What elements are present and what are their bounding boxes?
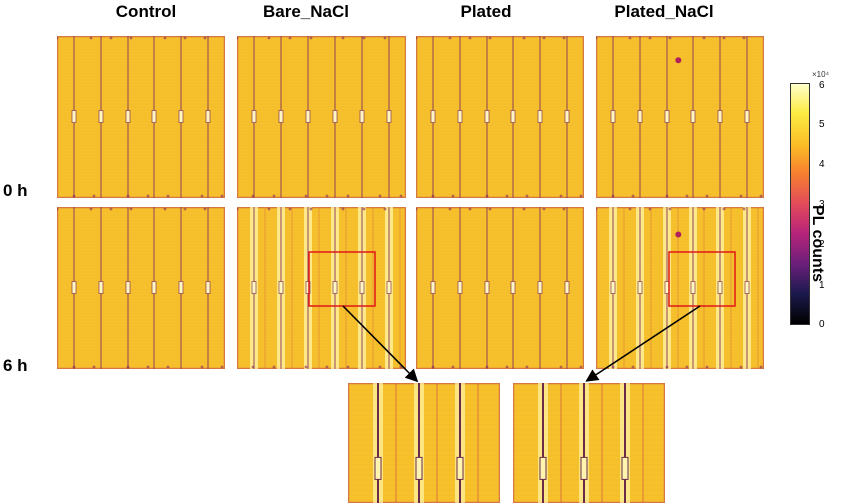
column-title-plated: Plated <box>460 2 512 21</box>
row-label-6h: 6 h <box>3 356 28 375</box>
colorbar-tick: 5 <box>819 119 825 130</box>
colorbar-exponent: ×10⁴ <box>812 70 830 79</box>
row-label-0h: 0 h <box>3 181 28 200</box>
pl-image-control-6h <box>57 207 225 369</box>
pl-image-plated-0h <box>416 36 584 198</box>
column-title-plated-nacl: Plated_NaCl <box>614 2 714 21</box>
arrow-bare-nacl <box>342 305 419 383</box>
column-title-bare-nacl: Bare_NaCl <box>263 2 349 21</box>
colorbar-tick: 0 <box>819 319 825 330</box>
colorbar-tick: 6 <box>819 80 825 91</box>
colorbar <box>790 83 810 325</box>
pl-image-control-0h <box>57 36 225 198</box>
highlight-box-bare-nacl <box>308 251 376 307</box>
colorbar-label: PL counts <box>809 205 826 283</box>
pl-image-plated-nacl-6h <box>596 207 764 369</box>
colorbar-tick: 1 <box>819 280 825 291</box>
colorbar-tick: 2 <box>819 239 825 250</box>
pl-image-bare-nacl-6h <box>237 207 406 369</box>
pl-image-plated-nacl-0h <box>596 36 764 198</box>
colorbar-tick: 4 <box>819 159 825 170</box>
colorbar-tick: 3 <box>819 199 825 210</box>
zoom-image-plated-nacl <box>513 383 665 503</box>
pl-image-bare-nacl-0h <box>237 36 406 198</box>
arrow-plated-nacl <box>585 305 701 382</box>
column-title-control: Control <box>115 2 177 21</box>
highlight-box-plated-nacl <box>668 251 736 307</box>
pl-image-plated-6h <box>416 207 584 369</box>
